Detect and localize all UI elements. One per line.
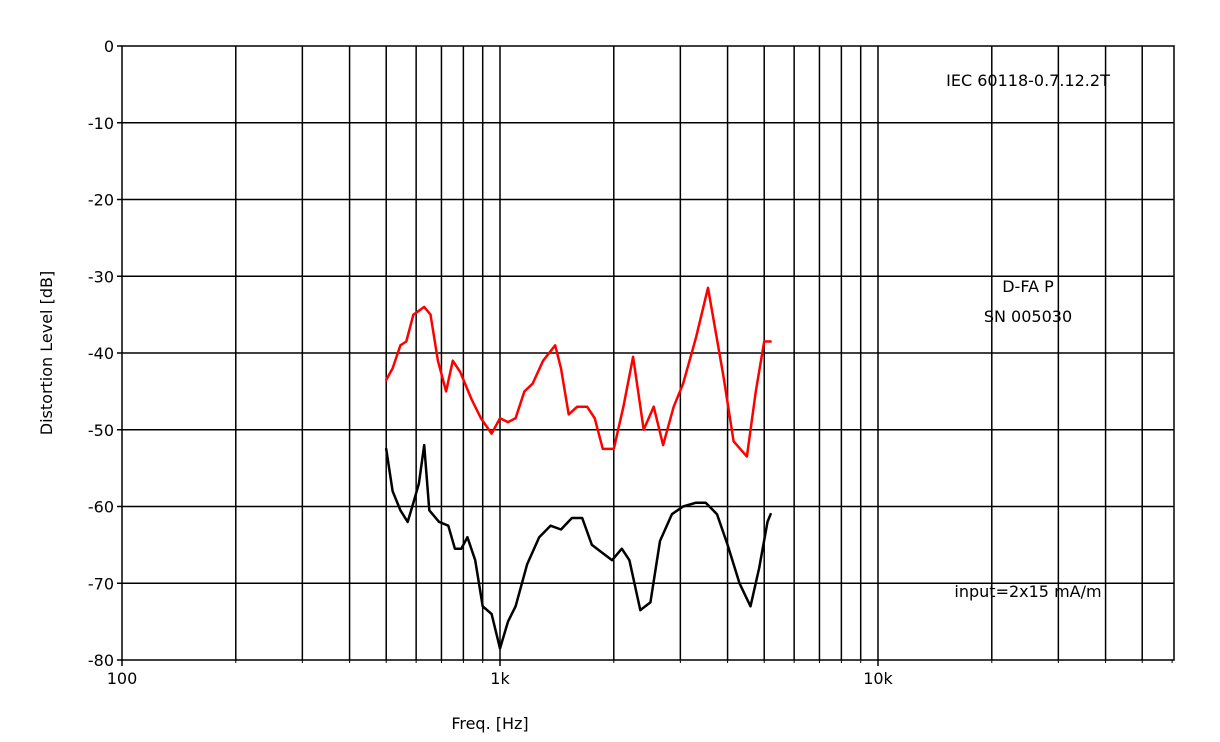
annotation-serial: SN 005030 (984, 307, 1072, 326)
y-tick-label: -10 (88, 114, 114, 133)
x-tick-label: 10k (863, 669, 893, 688)
annotation-device-name: D-FA P (1002, 277, 1054, 296)
grid-lines (122, 46, 1174, 660)
x-tick-label: 1k (490, 669, 510, 688)
y-tick-label: -40 (88, 344, 114, 363)
y-tick-label: -20 (88, 191, 114, 210)
y-tick-label: -70 (88, 574, 114, 593)
annotation-input: input=2x15 mA/m (954, 582, 1101, 601)
y-tick-label: -50 (88, 421, 114, 440)
y-tick-label: -30 (88, 267, 114, 286)
y-tick-label: -80 (88, 651, 114, 670)
x-axis-label: Freq. [Hz] (451, 714, 528, 733)
annotation-standard: IEC 60118-0.7.12.2T (946, 71, 1110, 90)
y-axis-label: Distortion Level [dB] (37, 271, 56, 435)
x-tick-label: 100 (107, 669, 138, 688)
series-line-1 (384, 286, 772, 458)
y-tick-label: 0 (104, 37, 114, 56)
series-line-2 (384, 443, 772, 650)
y-tick-label: -60 (88, 498, 114, 517)
data-series (384, 286, 772, 650)
